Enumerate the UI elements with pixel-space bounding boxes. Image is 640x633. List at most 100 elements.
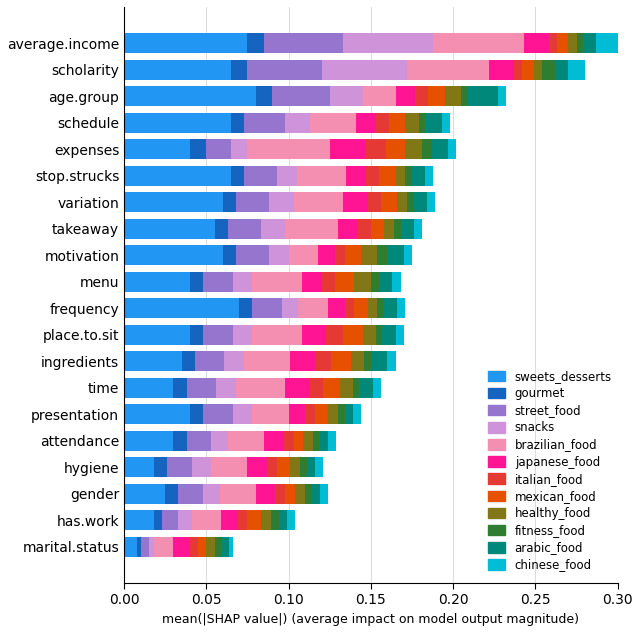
Bar: [124, 166, 231, 185]
Bar: [124, 246, 223, 265]
Bar: [124, 192, 223, 212]
Bar: [244, 113, 285, 132]
Bar: [534, 60, 542, 80]
Bar: [137, 537, 141, 557]
Bar: [294, 192, 343, 212]
Bar: [340, 378, 353, 398]
Bar: [294, 431, 303, 451]
Bar: [285, 484, 295, 504]
Bar: [214, 219, 228, 239]
Bar: [328, 298, 344, 318]
Bar: [305, 484, 312, 504]
Bar: [315, 351, 332, 372]
Bar: [302, 325, 326, 345]
Bar: [406, 166, 412, 185]
Bar: [376, 325, 383, 345]
Bar: [422, 139, 432, 159]
Bar: [231, 113, 244, 132]
Bar: [124, 458, 154, 477]
Bar: [236, 246, 269, 265]
Bar: [490, 60, 514, 80]
Bar: [124, 537, 137, 557]
Bar: [287, 510, 295, 530]
Bar: [282, 298, 298, 318]
Bar: [221, 537, 229, 557]
Bar: [429, 86, 445, 106]
Bar: [387, 246, 404, 265]
Bar: [124, 60, 231, 80]
Bar: [379, 166, 396, 185]
Bar: [291, 351, 315, 372]
Bar: [381, 192, 397, 212]
Bar: [401, 219, 413, 239]
Bar: [356, 113, 376, 132]
Bar: [315, 458, 323, 477]
Bar: [285, 219, 338, 239]
Bar: [165, 484, 179, 504]
Bar: [248, 60, 321, 80]
Bar: [583, 33, 596, 53]
Bar: [394, 219, 401, 239]
Bar: [252, 404, 289, 424]
Legend: sweets_desserts, gourmet, street_food, snacks, brazilian_food, japanese_food, it: sweets_desserts, gourmet, street_food, s…: [488, 370, 612, 572]
Bar: [124, 510, 154, 530]
Bar: [397, 192, 407, 212]
Bar: [396, 86, 415, 106]
Bar: [320, 431, 328, 451]
Bar: [353, 404, 361, 424]
Bar: [406, 139, 422, 159]
Bar: [190, 404, 203, 424]
Bar: [248, 33, 264, 53]
Bar: [556, 60, 568, 80]
Bar: [279, 510, 287, 530]
Bar: [272, 86, 330, 106]
Bar: [148, 537, 154, 557]
Bar: [302, 272, 321, 292]
Bar: [248, 510, 260, 530]
Bar: [318, 246, 335, 265]
Bar: [366, 166, 379, 185]
Bar: [244, 351, 291, 372]
Bar: [568, 60, 585, 80]
Bar: [371, 272, 379, 292]
Bar: [387, 351, 396, 372]
Bar: [344, 246, 361, 265]
Bar: [413, 192, 427, 212]
Bar: [162, 510, 179, 530]
Bar: [344, 404, 353, 424]
Bar: [524, 33, 548, 53]
Bar: [187, 378, 216, 398]
Bar: [154, 458, 167, 477]
Bar: [268, 458, 277, 477]
Bar: [284, 431, 294, 451]
Bar: [404, 246, 412, 265]
Bar: [427, 192, 435, 212]
Bar: [223, 192, 236, 212]
Bar: [231, 139, 248, 159]
Bar: [179, 510, 191, 530]
Bar: [343, 325, 363, 345]
Bar: [124, 431, 173, 451]
Bar: [236, 378, 285, 398]
Bar: [344, 298, 355, 318]
Bar: [195, 351, 225, 372]
Bar: [167, 458, 191, 477]
Bar: [191, 510, 221, 530]
Bar: [269, 246, 289, 265]
Bar: [343, 192, 367, 212]
Bar: [338, 404, 344, 424]
Bar: [206, 139, 231, 159]
Bar: [124, 404, 190, 424]
Bar: [203, 325, 233, 345]
X-axis label: mean(|SHAP value|) (average impact on model output magnitude): mean(|SHAP value|) (average impact on mo…: [163, 613, 579, 626]
Bar: [173, 537, 190, 557]
Bar: [124, 272, 190, 292]
Bar: [364, 351, 371, 372]
Bar: [269, 192, 294, 212]
Bar: [310, 378, 323, 398]
Bar: [425, 166, 433, 185]
Bar: [360, 378, 372, 398]
Bar: [275, 484, 285, 504]
Bar: [413, 219, 422, 239]
Bar: [425, 113, 442, 132]
